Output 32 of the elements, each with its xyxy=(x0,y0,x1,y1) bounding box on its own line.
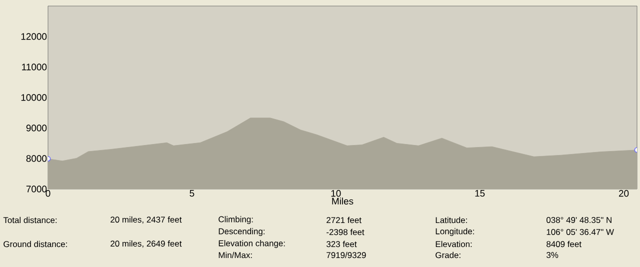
text: -2398 feet xyxy=(326,228,364,236)
x-tick-label: 5 xyxy=(190,190,194,197)
y-tick-label: 10000 xyxy=(21,94,47,101)
text: 7919/9329 xyxy=(326,252,366,258)
y-tick-label: 11000 xyxy=(22,64,47,70)
text: 106° 05' 36.47" W xyxy=(546,229,614,235)
text: 8409 feet xyxy=(546,240,582,248)
x-tick-label: 20 xyxy=(618,190,629,197)
text: Min/Max: xyxy=(218,252,252,258)
y-tick-label: 8000 xyxy=(26,155,47,162)
text: Total distance: xyxy=(3,216,57,224)
text: 2721 feet xyxy=(326,216,362,224)
y-tick-label: 9000 xyxy=(26,124,47,132)
y-tick-label: 7000 xyxy=(26,186,47,192)
text: Climbing: xyxy=(218,216,253,224)
text: Ground distance: xyxy=(4,240,67,248)
text: Grade: xyxy=(436,252,460,258)
text: Longitude: xyxy=(436,228,474,236)
x-tick-label: 0 xyxy=(46,190,50,197)
x-axis-title: Miles xyxy=(332,198,354,205)
text: Latitude: xyxy=(436,216,467,224)
text: Elevation change: xyxy=(218,240,285,248)
text: 038° 49' 48.35" N xyxy=(546,217,612,223)
text: 323 feet xyxy=(326,240,357,248)
y-tick-label: 12000 xyxy=(21,33,47,40)
x-tick-label: 10 xyxy=(331,190,341,197)
x-tick-label: 15 xyxy=(475,190,485,197)
text: 3% xyxy=(546,252,558,258)
text: Elevation: xyxy=(436,240,472,248)
text: Descending: xyxy=(218,228,264,236)
text: 20 miles, 2649 feet xyxy=(110,240,182,248)
text: 20 miles, 2437 feet xyxy=(110,216,182,224)
